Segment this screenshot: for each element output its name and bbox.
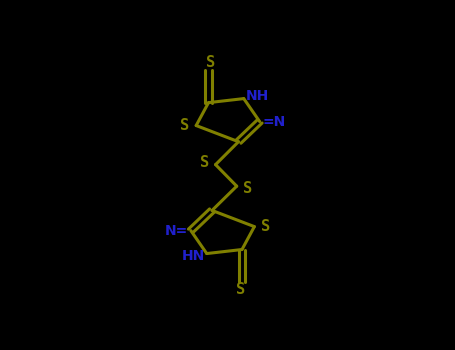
Text: =N: =N (263, 114, 286, 128)
Text: S: S (206, 55, 215, 70)
Text: HN: HN (182, 249, 205, 263)
Text: S: S (200, 155, 210, 170)
Text: S: S (243, 181, 252, 196)
Text: S: S (180, 118, 189, 133)
Text: N=: N= (165, 224, 188, 238)
Text: NH: NH (246, 89, 269, 103)
Text: S: S (262, 219, 271, 234)
Text: S: S (236, 282, 245, 298)
